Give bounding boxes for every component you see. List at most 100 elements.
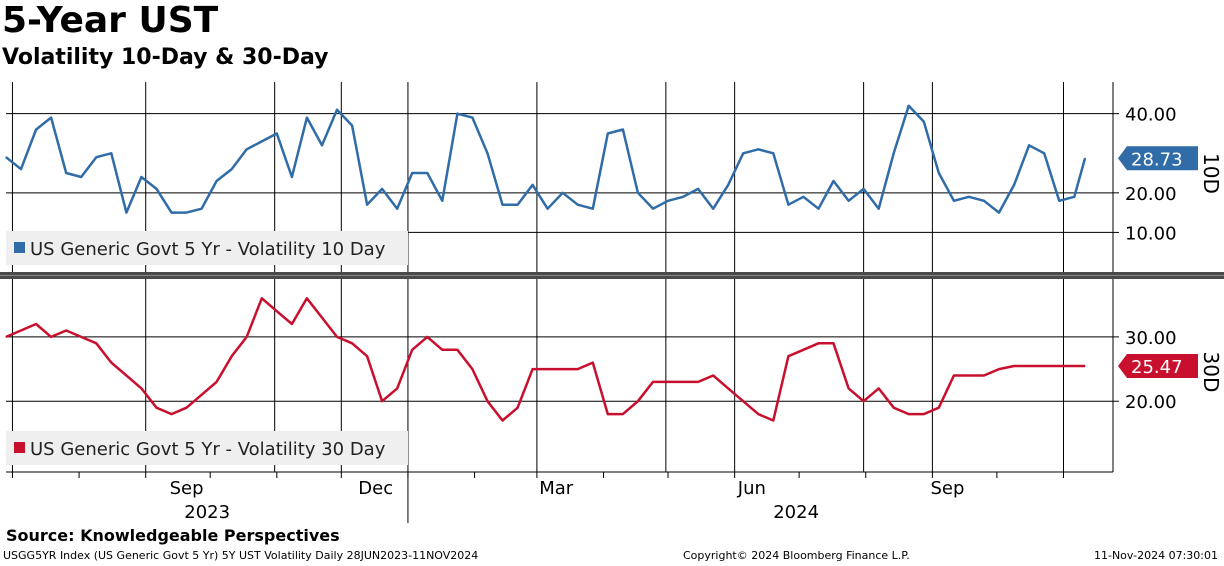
data-point xyxy=(1043,365,1045,367)
data-point xyxy=(817,208,820,210)
data-point xyxy=(1084,365,1086,367)
legend-label: US Generic Govt 5 Yr - Volatility 10 Day xyxy=(30,239,386,260)
data-point xyxy=(757,413,759,415)
data-point xyxy=(366,355,368,357)
data-point xyxy=(366,204,368,206)
data-point xyxy=(667,381,669,383)
data-point xyxy=(757,148,759,150)
data-point xyxy=(1028,144,1030,146)
data-point xyxy=(95,156,97,158)
data-point xyxy=(787,204,789,206)
data-point xyxy=(637,192,639,194)
data-point xyxy=(1043,152,1045,154)
x-year-label: 2024 xyxy=(773,502,819,523)
data-point xyxy=(20,168,22,170)
legend-swatch xyxy=(14,242,25,253)
data-point xyxy=(772,152,774,154)
footer-timestamp: 11-Nov-2024 07:30:01 xyxy=(1093,549,1218,562)
data-point xyxy=(200,208,203,210)
data-point xyxy=(426,336,428,338)
chart-title: 5-Year UST xyxy=(2,0,219,41)
data-point xyxy=(50,117,52,119)
data-point xyxy=(5,156,7,158)
data-point xyxy=(155,188,158,190)
data-point xyxy=(216,180,218,182)
data-point xyxy=(983,374,985,377)
data-point xyxy=(20,329,22,332)
data-point xyxy=(125,212,127,214)
last-value-badge xyxy=(1118,146,1198,171)
data-point xyxy=(35,323,37,325)
data-point xyxy=(321,144,323,146)
data-point xyxy=(923,413,925,415)
data-point xyxy=(501,204,504,206)
source-note: Source: Knowledgeable Perspectives xyxy=(6,526,340,545)
last-value-badge xyxy=(1118,354,1198,379)
data-point xyxy=(231,355,233,357)
data-point xyxy=(246,148,248,150)
data-point xyxy=(110,362,112,364)
data-point xyxy=(216,381,218,383)
data-point xyxy=(832,342,835,344)
data-point xyxy=(231,168,233,170)
data-point xyxy=(471,368,474,370)
data-point xyxy=(336,109,338,111)
data-point xyxy=(697,381,699,383)
data-point xyxy=(968,196,970,198)
data-point xyxy=(712,374,714,377)
data-point xyxy=(80,336,82,338)
last-value-label: 28.73 xyxy=(1131,149,1183,170)
data-point xyxy=(547,208,549,210)
data-point xyxy=(607,132,609,135)
y-axis-label: 30D xyxy=(1199,352,1223,393)
x-year-label: 2023 xyxy=(184,502,230,523)
data-point xyxy=(5,336,7,338)
y-tick-label: 30.00 xyxy=(1125,328,1177,349)
data-point xyxy=(170,413,173,415)
data-point xyxy=(532,184,534,186)
data-point xyxy=(863,188,865,190)
data-point xyxy=(968,374,970,377)
data-point xyxy=(802,349,805,351)
x-tick-label: Mar xyxy=(539,478,574,499)
data-point xyxy=(170,212,173,214)
legend-box xyxy=(6,431,408,465)
data-point xyxy=(562,192,564,194)
chart-subtitle: Volatility 10-Day & 30-Day xyxy=(2,45,329,70)
data-point xyxy=(817,342,820,344)
data-point xyxy=(772,419,774,422)
data-point xyxy=(411,172,413,174)
x-tick-label: Dec xyxy=(358,478,393,499)
data-point xyxy=(276,132,278,135)
data-point xyxy=(65,172,67,174)
data-point xyxy=(577,204,579,206)
data-point xyxy=(577,368,579,370)
data-point xyxy=(261,140,263,142)
data-point xyxy=(847,387,850,389)
data-point xyxy=(908,413,910,415)
data-point xyxy=(682,381,684,383)
data-point xyxy=(607,413,609,415)
data-point xyxy=(336,336,338,338)
data-point xyxy=(246,336,248,338)
data-point xyxy=(140,387,143,389)
data-point xyxy=(396,208,398,210)
data-point xyxy=(261,297,263,299)
x-tick-label: Sep xyxy=(930,478,964,499)
y-tick-label: 40.00 xyxy=(1125,105,1177,126)
data-point xyxy=(1073,196,1075,198)
data-point xyxy=(878,387,880,389)
data-point xyxy=(592,362,594,364)
legend-box xyxy=(6,231,408,265)
data-point xyxy=(200,394,203,396)
data-point xyxy=(1058,200,1060,202)
data-point xyxy=(1028,365,1030,367)
data-point xyxy=(95,342,97,344)
y-axis-label: 10D xyxy=(1199,153,1223,194)
data-point xyxy=(953,200,955,202)
last-value-label: 25.47 xyxy=(1131,357,1183,378)
data-point xyxy=(155,407,158,409)
data-point xyxy=(351,124,353,127)
data-point xyxy=(185,212,188,214)
